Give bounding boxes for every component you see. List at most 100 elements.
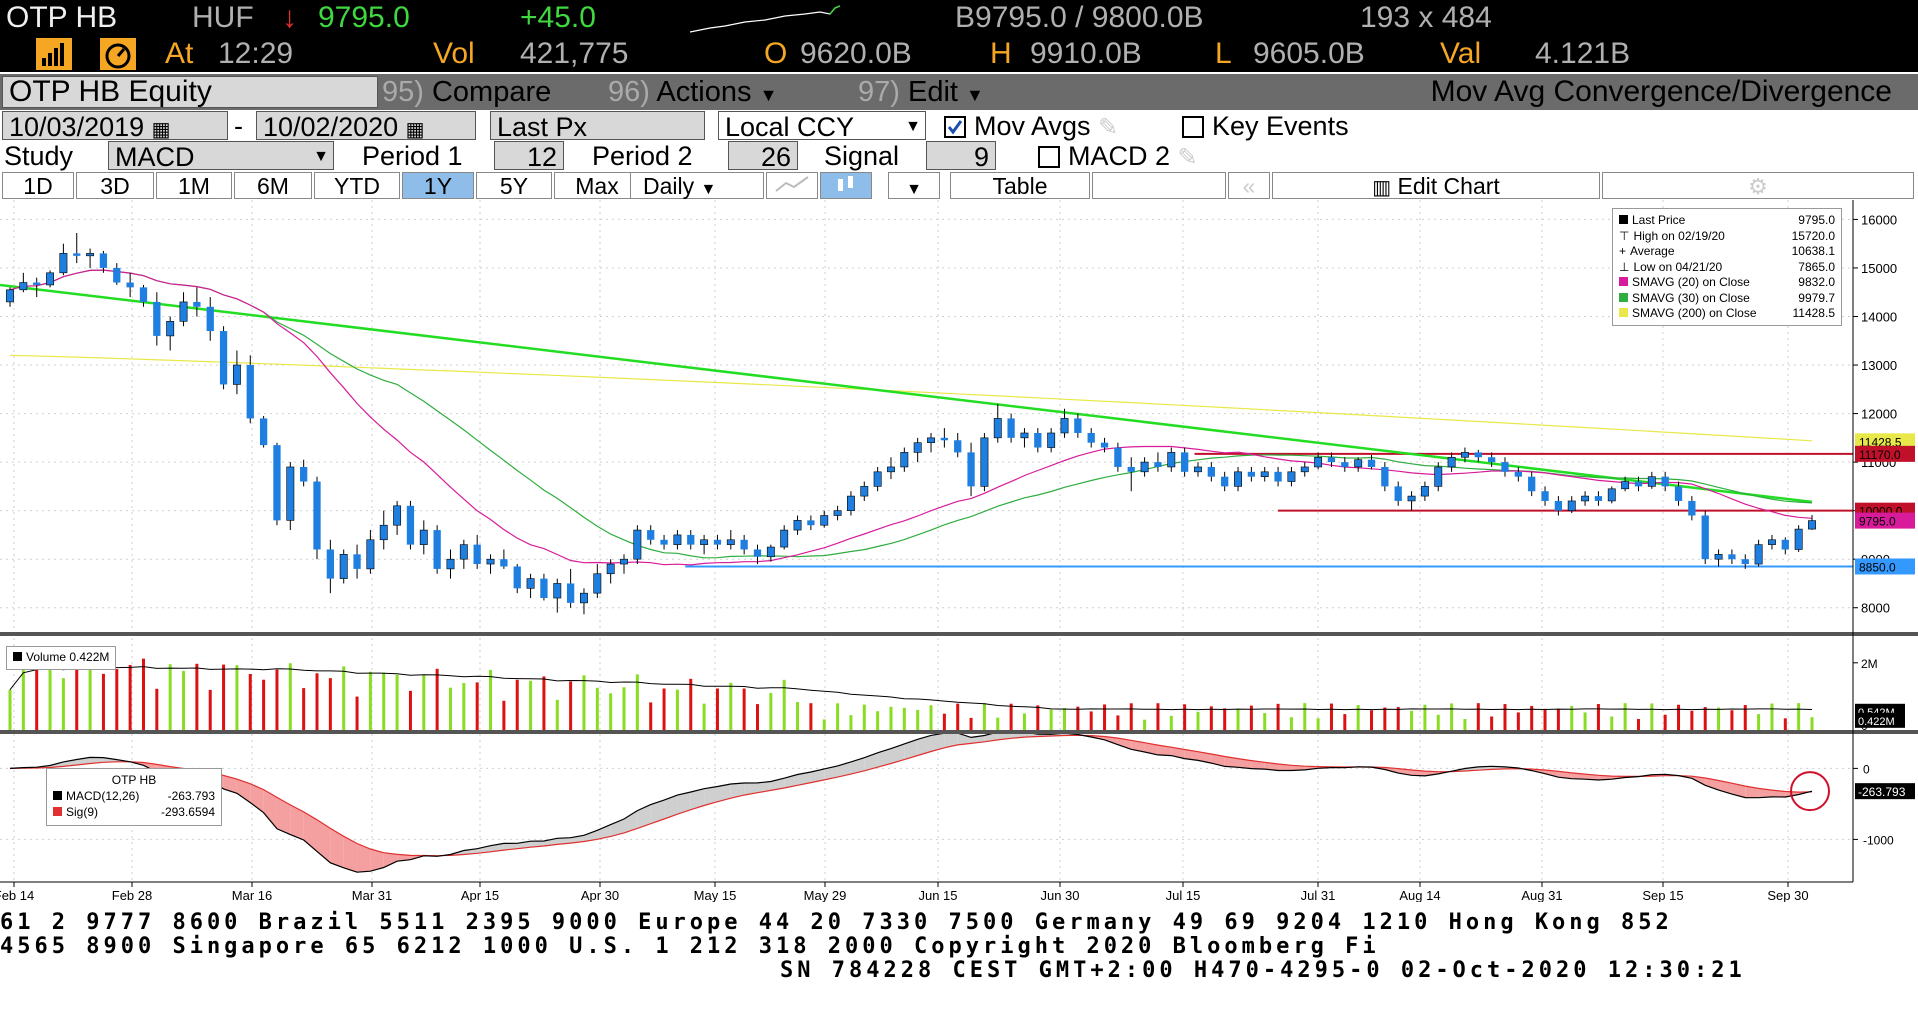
checkbox-checked-icon[interactable] <box>944 116 966 138</box>
price-label-box <box>1855 433 1915 450</box>
candle-chart-icon[interactable] <box>820 172 872 199</box>
table-button[interactable]: Table <box>950 172 1090 199</box>
macd-fill <box>1264 762 1279 771</box>
candle-body <box>113 267 121 283</box>
actions-button[interactable]: 96) Actions ▼ <box>608 76 850 108</box>
macd-fill <box>276 797 291 835</box>
price-label-text: 11428.5 <box>1859 435 1902 449</box>
macd-highlight-circle <box>1790 771 1830 812</box>
macd-fill <box>250 783 264 813</box>
candle-body <box>807 520 815 526</box>
mov-avgs-checkbox[interactable]: Mov Avgs ✎ <box>944 111 1118 143</box>
volume-bar <box>1797 703 1801 730</box>
ccy-value: Local CCY <box>725 112 855 140</box>
candle-body <box>406 505 415 545</box>
candle-body <box>927 437 935 443</box>
macd2-checkbox[interactable]: MACD 2 ✎ <box>1038 141 1198 173</box>
macd-fill <box>1424 771 1439 776</box>
volume-bar <box>1583 712 1587 730</box>
legend-sma20: SMAVG (20) on Close 9832.0 <box>1619 275 1835 291</box>
compare-button[interactable]: 95) Compare <box>382 76 600 108</box>
bar-chart-icon[interactable] <box>36 38 72 70</box>
volume-bar <box>769 692 773 730</box>
candle-body <box>580 592 588 604</box>
line-chart-icon[interactable] <box>766 172 818 199</box>
period1-input[interactable]: 12 <box>494 141 564 170</box>
blank-button[interactable] <box>1092 172 1226 199</box>
volume-bar <box>1089 711 1093 730</box>
candle-body <box>833 510 842 516</box>
range-button-max[interactable]: Max <box>554 172 640 199</box>
volume-bar <box>889 706 893 730</box>
candle-body <box>1074 418 1082 433</box>
candle-body <box>740 539 748 550</box>
end-date-field[interactable]: 10/02/2020 ▦ <box>256 111 476 140</box>
volume-bar <box>836 703 840 730</box>
candle-body <box>860 486 869 497</box>
volume-bar <box>1022 713 1026 730</box>
macd-legend-sig-label: Sig(9) <box>66 805 99 819</box>
chart-grid <box>0 200 1853 882</box>
candle-body <box>1728 554 1736 560</box>
candle-body <box>1647 476 1656 487</box>
macd-fill <box>1411 769 1425 776</box>
start-date-field[interactable]: 10/03/2019 ▦ <box>2 111 228 140</box>
period2-input[interactable]: 26 <box>728 141 798 170</box>
macd-fill <box>850 757 865 775</box>
pencil-icon[interactable]: ✎ <box>1177 144 1198 171</box>
gauge-icon[interactable] <box>100 38 136 70</box>
volume-bar <box>75 658 79 730</box>
candle-body <box>913 442 922 453</box>
calendar-icon[interactable]: ▦ <box>405 119 425 140</box>
macd-fill <box>717 783 731 802</box>
actions-caret-icon: ▼ <box>759 85 778 105</box>
edit-chart-button[interactable]: ▥ Edit Chart <box>1272 172 1600 199</box>
chart-type-dropdown[interactable]: ▼ <box>888 172 940 199</box>
checkbox-icon[interactable] <box>1182 116 1204 138</box>
macd-fill <box>1238 758 1252 769</box>
volume-bar <box>315 673 319 730</box>
pencil-icon[interactable]: ✎ <box>1098 114 1119 141</box>
range-button-1m[interactable]: 1M <box>156 172 232 199</box>
volume-bar <box>1596 704 1600 730</box>
volume-bar <box>1476 703 1480 730</box>
volume-bar <box>1556 708 1560 730</box>
security-field[interactable]: OTP HB Equity <box>2 76 378 108</box>
candle-body <box>1034 432 1042 448</box>
macd-fill <box>583 830 598 842</box>
calendar-icon[interactable]: ▦ <box>151 119 171 140</box>
signal-input[interactable]: 9 <box>926 141 996 170</box>
frequency-select[interactable]: Daily ▼ <box>630 172 764 199</box>
checkbox-icon[interactable] <box>1038 146 1060 168</box>
legend-high: ⊤ High on 02/19/20 15720.0 <box>1619 229 1835 245</box>
key-events-checkbox[interactable]: Key Events <box>1182 111 1349 141</box>
volume-bar <box>1450 703 1454 730</box>
range-button-1d[interactable]: 1D <box>2 172 74 199</box>
volume-bar <box>1570 705 1574 730</box>
compare-number: 95) <box>382 76 424 108</box>
candle-body <box>1207 466 1215 477</box>
chart-area[interactable]: Feb 14 Feb 28 Mar 16 Mar 31 Apr 15 Apr 30 May … <box>0 200 1918 902</box>
range-button-5y[interactable]: 5Y <box>476 172 552 199</box>
macd-fill <box>824 765 838 780</box>
volume-bar <box>1610 716 1614 730</box>
ticker-low: 9605.0B <box>1253 37 1365 70</box>
collapse-icon[interactable]: « <box>1228 172 1270 199</box>
range-button-ytd[interactable]: YTD <box>314 172 400 199</box>
range-button-1y[interactable]: 1Y <box>402 172 474 199</box>
edit-button[interactable]: 97) Edit ▼ <box>858 76 1026 108</box>
candle-body <box>700 539 709 545</box>
candle-body <box>967 452 975 487</box>
legend-sma200: SMAVG (200) on Close 11428.5 <box>1619 306 1835 322</box>
ccy-select[interactable]: Local CCY ▼ <box>718 111 926 140</box>
volume-panel <box>8 655 1814 730</box>
range-button-3d[interactable]: 3D <box>76 172 154 199</box>
macd-fill <box>744 782 758 796</box>
date-row: 10/03/2019 ▦ - 10/02/2020 ▦ Last Px Loca… <box>0 111 1918 141</box>
study-select[interactable]: MACD ▼ <box>108 141 334 170</box>
field-select[interactable]: Last Px <box>490 111 705 140</box>
volume-bar <box>1757 714 1761 730</box>
settings-gear-icon[interactable]: ⚙ <box>1602 172 1914 199</box>
volume-bar <box>475 682 479 730</box>
range-button-6m[interactable]: 6M <box>234 172 312 199</box>
